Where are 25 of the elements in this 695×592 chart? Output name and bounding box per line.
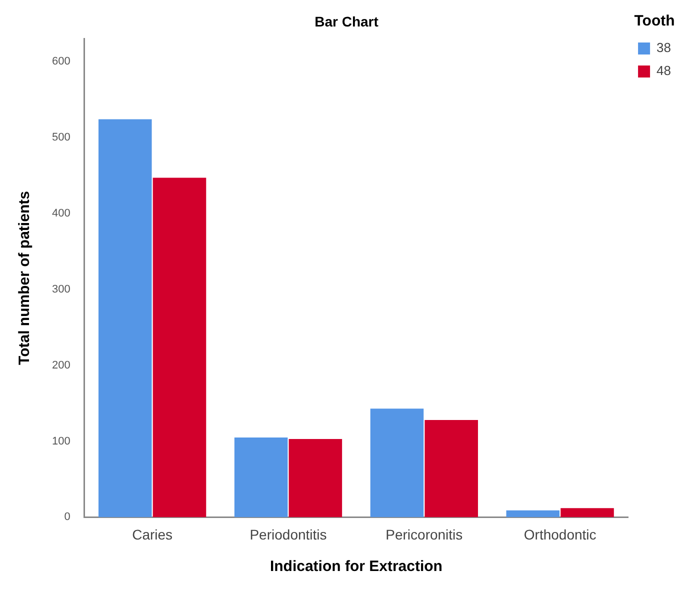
bar xyxy=(152,178,206,518)
chart-title: Bar Chart xyxy=(314,13,379,30)
y-tick-label: 400 xyxy=(52,207,70,220)
y-axis-title: Total number of patients xyxy=(16,191,34,365)
legend-label: 48 xyxy=(656,63,672,78)
x-tick-label: Pericoronitis xyxy=(386,526,463,542)
bar xyxy=(560,508,614,518)
legend-label: 38 xyxy=(656,40,672,56)
bar xyxy=(424,420,478,518)
x-tick-label: Periodontitis xyxy=(250,526,327,542)
y-tick-label: 100 xyxy=(52,435,70,448)
bar xyxy=(370,408,424,518)
bar xyxy=(98,119,152,518)
y-tick-label: 0 xyxy=(64,511,70,524)
bar xyxy=(288,438,342,518)
legend-title: Tooth xyxy=(634,12,675,30)
y-tick-label: 500 xyxy=(52,132,70,144)
bar xyxy=(506,510,560,518)
x-tick-label: Caries xyxy=(132,526,173,542)
y-tick-label: 200 xyxy=(52,359,70,372)
x-axis-title: Indication for Extraction xyxy=(270,558,442,576)
y-tick-label: 600 xyxy=(52,56,70,68)
x-tick-label: Orthodontic xyxy=(524,526,596,542)
bar xyxy=(234,437,288,518)
y-tick-label: 300 xyxy=(52,283,70,296)
